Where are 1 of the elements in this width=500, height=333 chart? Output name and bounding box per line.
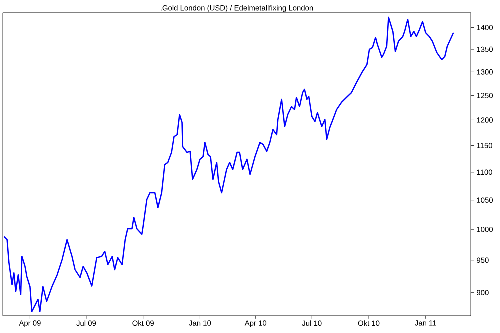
line-series: [4, 16, 454, 312]
